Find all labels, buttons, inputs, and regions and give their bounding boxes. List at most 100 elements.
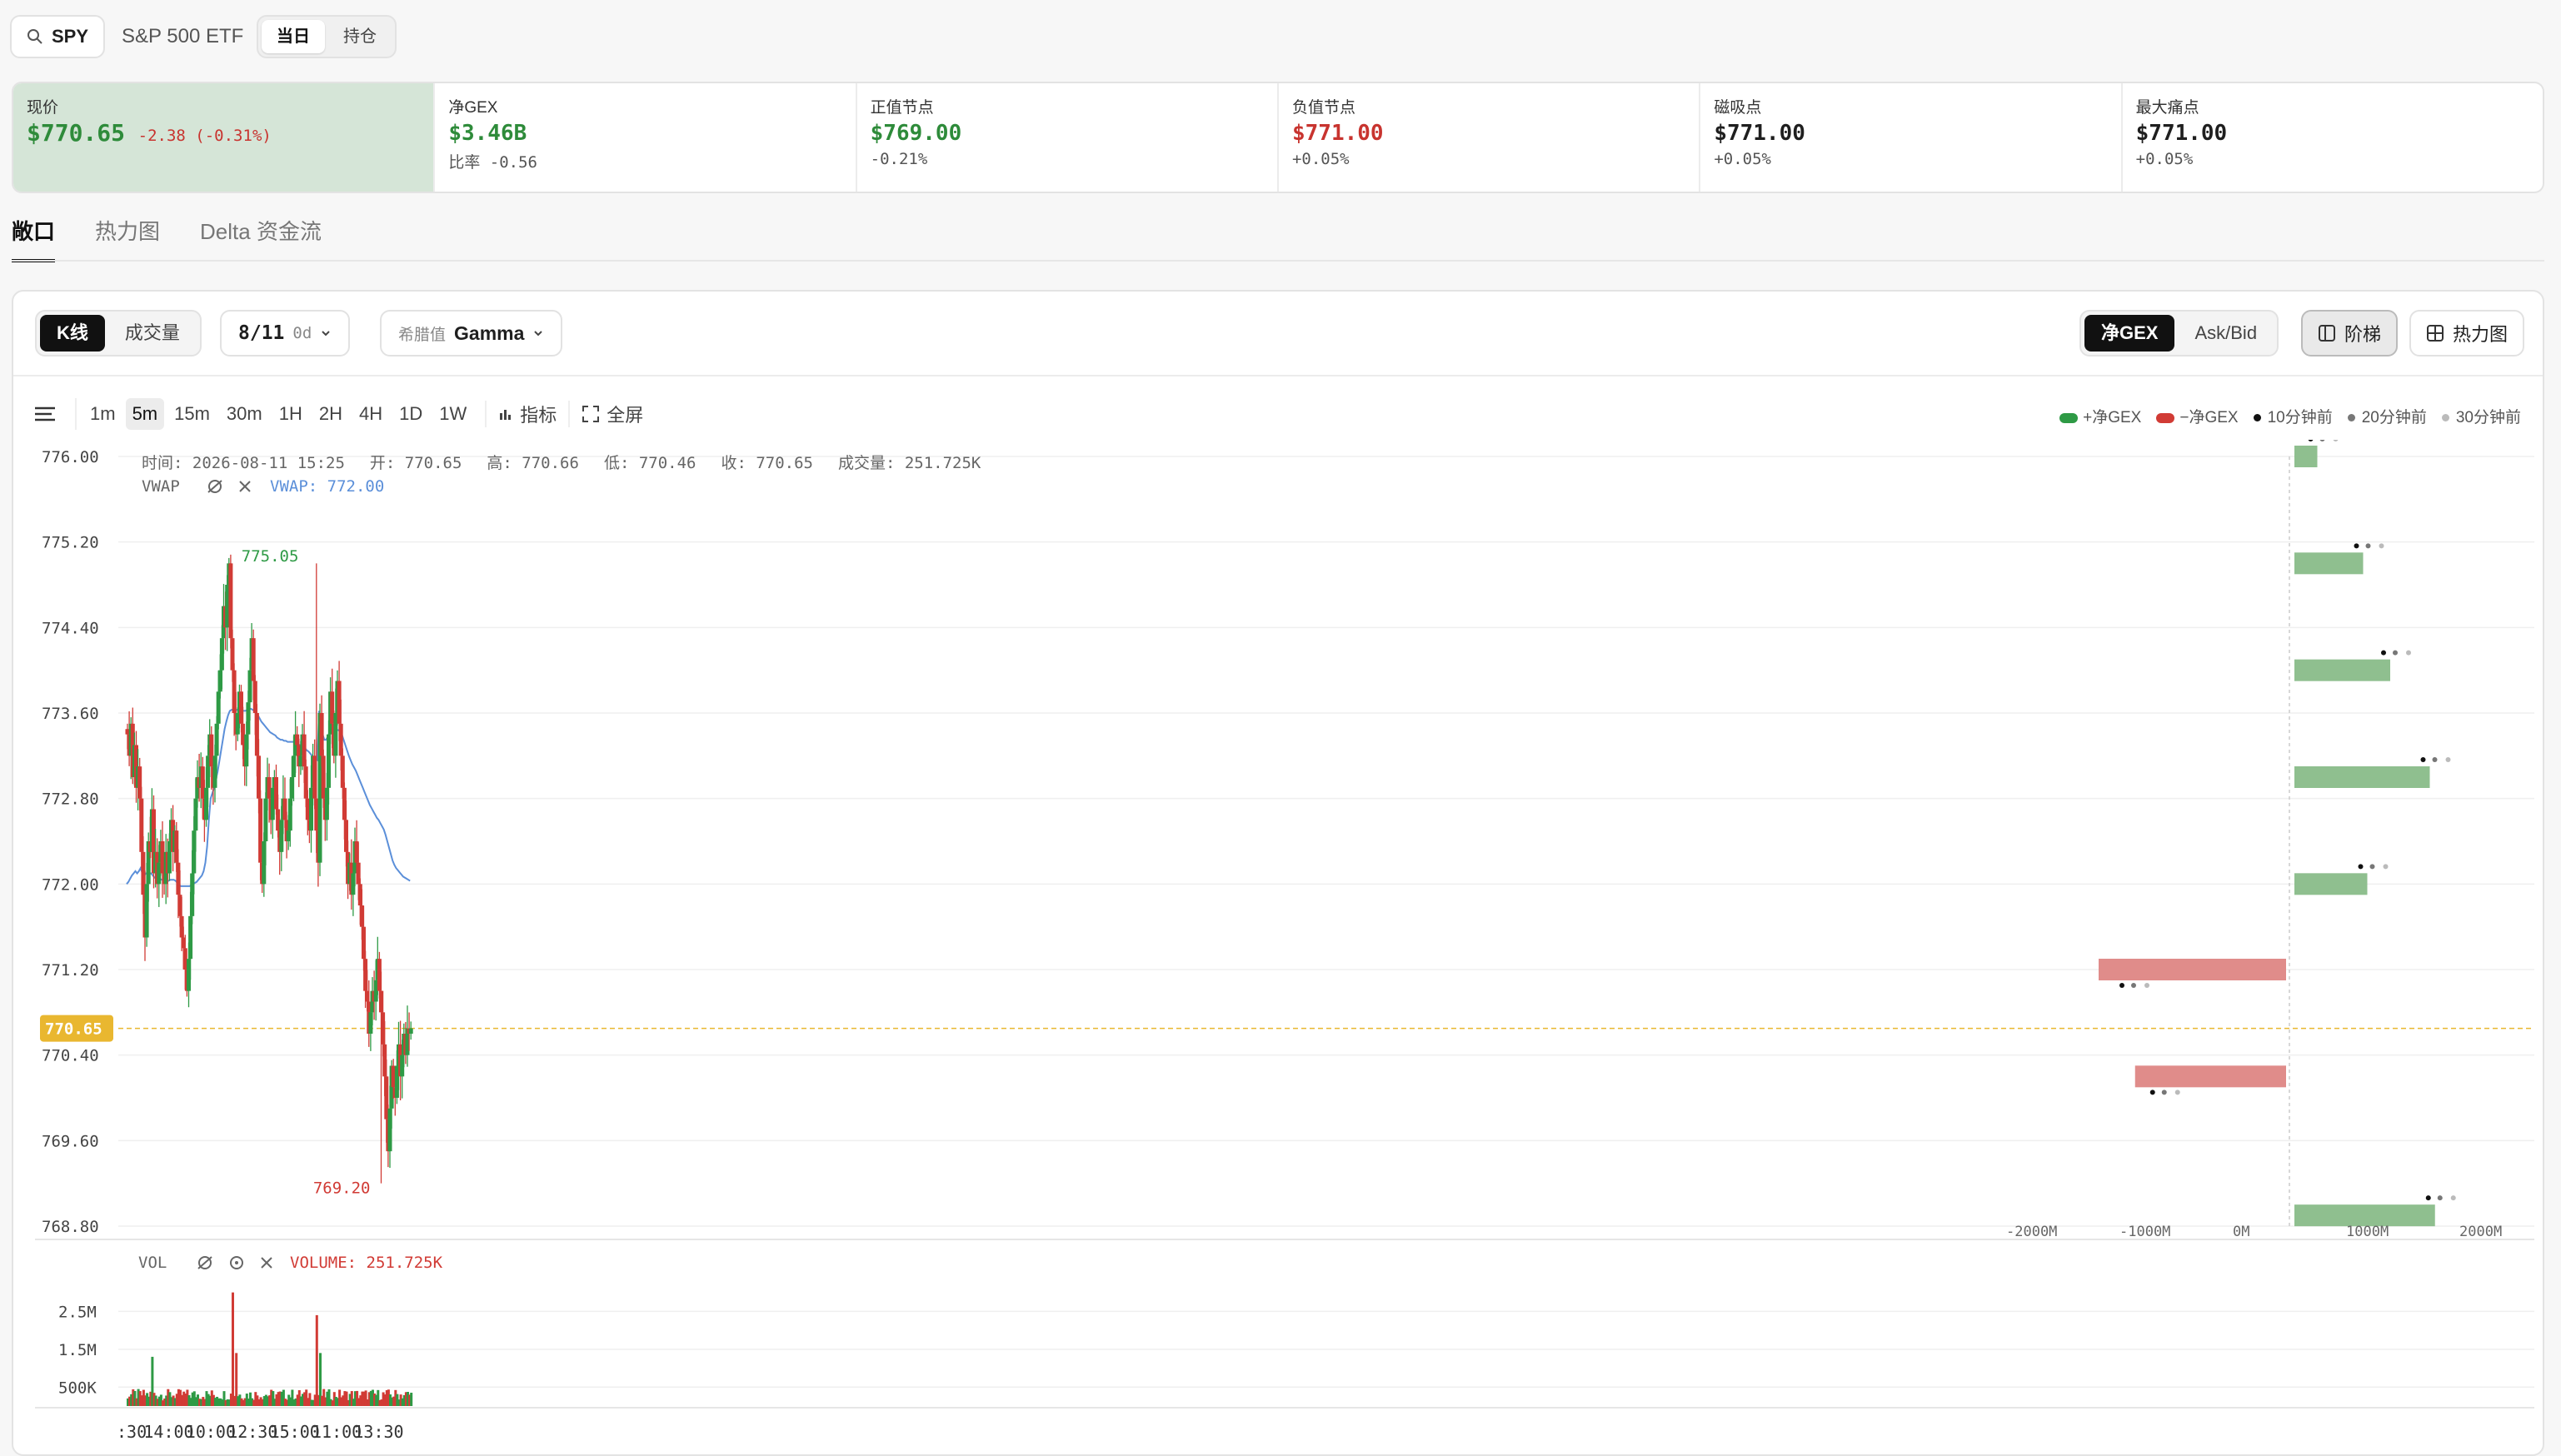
timeframe-1H[interactable]: 1H	[278, 403, 302, 424]
y-tick-label: 770.40	[42, 1047, 99, 1065]
candle-body	[152, 809, 156, 874]
timeframe-30m[interactable]: 30m	[226, 403, 262, 424]
volume-bar	[302, 1394, 304, 1406]
volume-bar	[362, 1391, 366, 1406]
volume-bar	[392, 1396, 396, 1406]
tab-positions[interactable]: 持仓	[343, 27, 377, 46]
mode-ask-bid[interactable]: Ask/Bid	[2194, 322, 2258, 343]
gex-time-dot	[2131, 983, 2136, 988]
candle-body	[384, 1076, 389, 1119]
fullscreen-button[interactable]: 全屏	[568, 401, 643, 427]
greek-select[interactable]: 希腊值 Gamma	[380, 310, 563, 357]
candle-body	[192, 830, 197, 874]
y-axis: 776.00 775.20 774.40 773.60 772.80 772.00 771.…	[42, 448, 99, 1236]
indicators-button[interactable]: 指标	[485, 401, 557, 427]
mode-net-gex[interactable]: 净GEX	[2084, 315, 2175, 352]
price-value: $770.65	[27, 119, 126, 147]
eye-off-icon[interactable]	[197, 1256, 212, 1269]
candle-body	[368, 1012, 373, 1034]
dot	[2347, 414, 2355, 422]
chart-mode-toggle: K线 成交量	[35, 310, 202, 357]
volume-bar	[235, 1353, 238, 1406]
gex-time-dot	[2369, 864, 2375, 870]
vol-tick-label: 1.5M	[58, 1341, 97, 1359]
timeframe-1D[interactable]: 1D	[399, 403, 423, 424]
y-tick-label: 774.40	[42, 619, 99, 637]
gex-bar	[2294, 766, 2430, 788]
candle-body	[141, 851, 146, 895]
candle-body	[359, 905, 364, 927]
volume-bar	[272, 1391, 275, 1406]
tab-heatmap[interactable]: 热力图	[95, 219, 161, 244]
gex-time-dot	[2381, 650, 2386, 656]
candle-body	[160, 841, 165, 874]
volume-bar	[194, 1397, 197, 1406]
mode-volume[interactable]: 成交量	[124, 322, 180, 343]
volume-bar	[173, 1398, 177, 1406]
tab-delta-flow[interactable]: Delta 资金流	[200, 219, 322, 244]
candle-body	[379, 990, 383, 1013]
candle-body	[382, 1044, 387, 1077]
gex-bar	[2294, 873, 2368, 895]
tab-today[interactable]: 当日	[262, 20, 325, 53]
legend-20min: 20分钟前	[2347, 405, 2427, 427]
volume-bar	[257, 1399, 261, 1406]
volume-bar	[137, 1389, 140, 1406]
y-tick-label: 771.20	[42, 961, 99, 980]
price-chart[interactable]: 776.00 775.20 774.40 773.60 772.80 772.00 771.…	[35, 440, 2534, 1453]
symbol-search[interactable]: SPY	[10, 15, 105, 58]
volume-bar	[296, 1394, 299, 1406]
timeframe-4H[interactable]: 4H	[358, 403, 383, 424]
ohlc-open: 开: 770.65	[370, 454, 462, 472]
eye-off-icon[interactable]	[207, 480, 222, 493]
candle-body	[174, 830, 179, 863]
timeframe-5m[interactable]: 5m	[125, 398, 165, 430]
gear-icon[interactable]	[230, 1256, 243, 1269]
timeframe-1m[interactable]: 1m	[90, 403, 116, 424]
vwap-path	[126, 707, 411, 887]
volume-bar	[147, 1396, 151, 1406]
volume-bar	[212, 1394, 215, 1406]
candle-body	[247, 670, 252, 703]
candle-body	[262, 841, 267, 885]
mode-candles[interactable]: K线	[40, 315, 105, 352]
volume-bar	[132, 1389, 135, 1406]
volume-bar	[202, 1397, 205, 1406]
volume-bar	[242, 1399, 245, 1406]
volume-pane: 2.5M 1.5M 500K	[35, 1292, 2534, 1409]
close-icon[interactable]	[261, 1257, 272, 1269]
volume-bar	[329, 1399, 332, 1406]
greek-label: 希腊值	[398, 326, 447, 344]
timeframe-2H[interactable]: 2H	[318, 403, 342, 424]
timeframe-1W[interactable]: 1W	[439, 403, 467, 424]
candle-body	[270, 787, 275, 820]
legend-neg-gex: −净GEX	[2156, 405, 2239, 427]
stat-sub: 比率 -0.56	[448, 153, 537, 172]
close-icon[interactable]	[239, 481, 251, 492]
volume-bar	[297, 1390, 301, 1406]
gex-time-dot	[2354, 543, 2359, 549]
gex-x-tick: 1000M	[2346, 1224, 2389, 1240]
gex-time-dot	[2420, 757, 2426, 762]
ladder-button[interactable]: 阶梯	[2301, 310, 2399, 357]
volume-bar	[156, 1399, 159, 1406]
volume-bar	[191, 1392, 194, 1406]
date-select[interactable]: 8/11 0d	[220, 310, 351, 357]
stat-label: 负值节点	[1291, 99, 1355, 117]
timeframe-list: 1m 5m 15m 30m 1H 2H 4H 1D 1W	[75, 398, 477, 430]
stat-label: 现价	[27, 99, 59, 117]
heatmap-button[interactable]: 热力图	[2409, 310, 2525, 357]
timeframe-15m[interactable]: 15m	[174, 403, 210, 424]
volume-bar	[142, 1389, 145, 1406]
menu-icon[interactable]	[33, 404, 58, 424]
chevron-down-icon	[322, 331, 330, 337]
volume-bar	[394, 1389, 397, 1406]
vwap-line	[126, 707, 411, 887]
tab-exposure[interactable]: 敞口	[12, 215, 56, 262]
candle-body	[225, 585, 230, 628]
volume-bar	[237, 1396, 240, 1406]
volume-bar	[264, 1394, 267, 1406]
volume-bar	[221, 1399, 224, 1406]
volume-bar	[408, 1394, 412, 1406]
volume-bar	[261, 1399, 264, 1406]
